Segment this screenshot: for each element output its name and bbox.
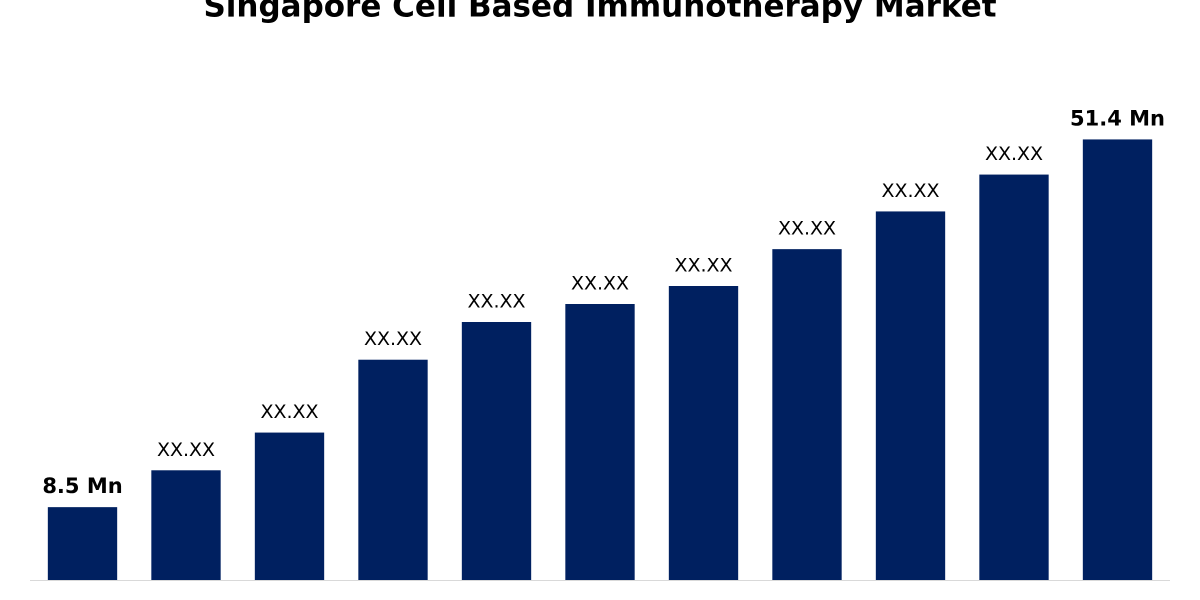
value-label: XX.XX [157,439,215,461]
value-label: XX.XX [364,328,422,350]
value-label: 51.4 Mn [1070,106,1165,130]
bar [358,359,428,580]
bar [979,174,1049,581]
chart-title: Singapore Cell Based Immunotherapy Marke… [203,0,996,25]
bar [668,286,739,580]
bar [254,432,325,580]
bar [565,304,635,580]
value-label: XX.XX [571,273,629,295]
value-label: XX.XX [881,180,939,202]
bar [875,211,946,580]
value-label: XX.XX [260,401,318,423]
bar [1082,139,1153,580]
value-label: XX.XX [778,218,836,240]
bar [47,507,118,580]
value-label: XX.XX [985,143,1043,165]
value-label: XX.XX [674,255,732,277]
value-label: XX.XX [467,291,525,313]
value-label: 8.5 Mn [42,474,122,498]
bar [461,322,532,580]
bar [772,249,842,580]
bar [151,470,221,580]
